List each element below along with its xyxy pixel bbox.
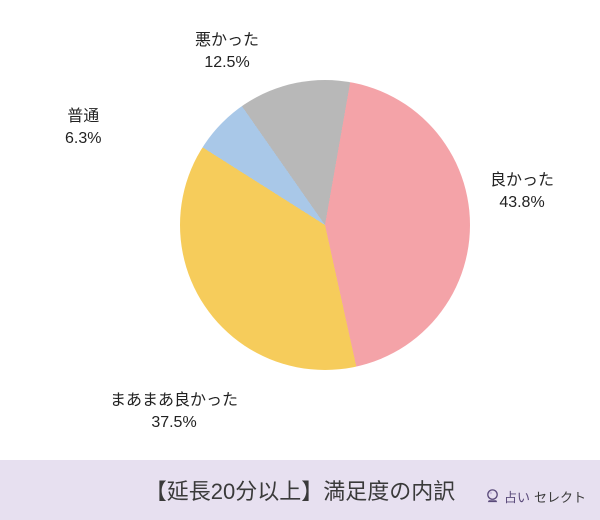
chart-footer: 【延長20分以上】満足度の内訳 占いセレクト: [0, 460, 600, 520]
segment-percent: 37.5%: [110, 412, 238, 434]
segment-name: 悪かった: [195, 30, 259, 52]
segment-percent: 12.5%: [195, 52, 259, 74]
chart-title: 【延長20分以上】満足度の内訳: [145, 474, 455, 506]
pie-segment-label: 悪かった12.5%: [195, 30, 259, 73]
crystal-ball-icon: [485, 488, 500, 506]
pie-chart-area: 良かった43.8% まあまあ良かった37.5% 普通6.3% 悪かった12.5%: [0, 0, 600, 460]
segment-percent: 43.8%: [490, 192, 554, 214]
segment-percent: 6.3%: [65, 128, 101, 150]
brand-logo: 占いセレクト: [485, 487, 586, 506]
pie-graphic: [180, 80, 470, 370]
segment-name: まあまあ良かった: [110, 390, 238, 412]
pie-segment-label: 普通6.3%: [65, 106, 101, 149]
pie-segment-label: まあまあ良かった37.5%: [110, 390, 238, 433]
brand-text-suffix: セレクト: [534, 487, 586, 506]
brand-text-prefix: 占い: [504, 487, 530, 506]
segment-name: 普通: [65, 106, 101, 128]
segment-name: 良かった: [490, 170, 554, 192]
pie-segment-label: 良かった43.8%: [490, 170, 554, 213]
pie-chart: [180, 80, 470, 370]
